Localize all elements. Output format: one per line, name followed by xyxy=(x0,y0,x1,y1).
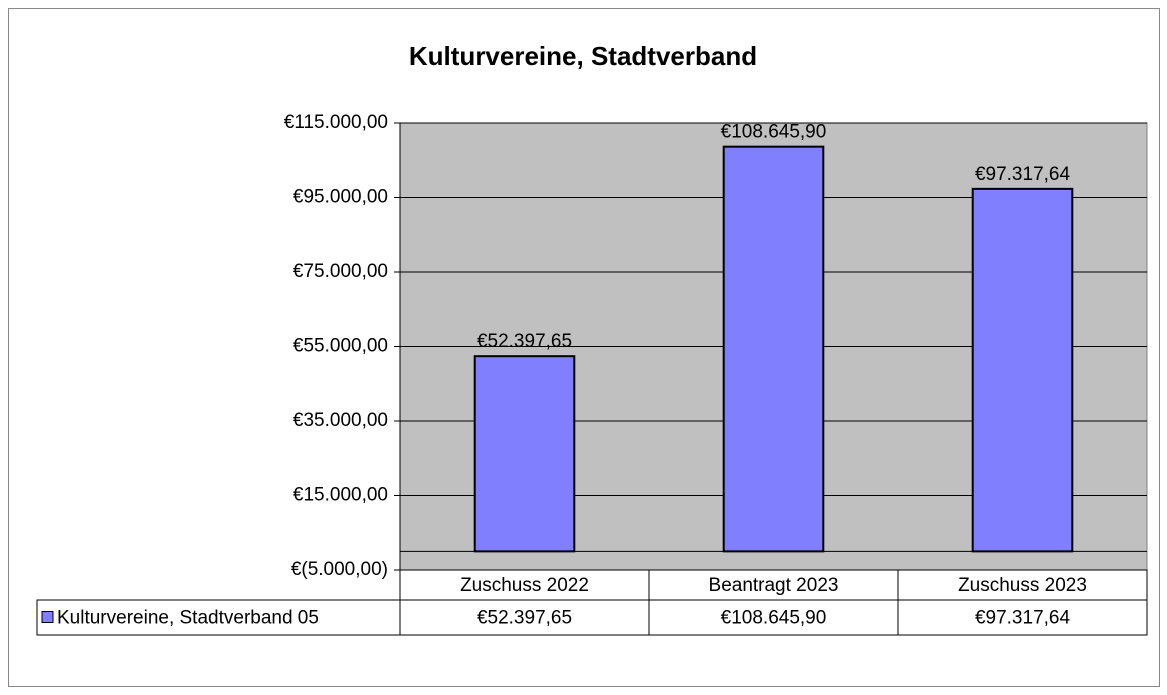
y-tick-label: €55.000,00 xyxy=(293,336,388,357)
x-tick-label: Zuschuss 2022 xyxy=(460,575,589,596)
y-tick-label: €(5.000,00) xyxy=(291,559,388,580)
y-tick-label: €35.000,00 xyxy=(293,410,388,431)
data-label: €108.645,90 xyxy=(721,122,827,143)
data-label: €97.317,64 xyxy=(975,164,1071,185)
bar xyxy=(473,355,576,553)
table-value: €108.645,90 xyxy=(721,608,827,629)
data-label: €52.397,65 xyxy=(477,331,572,352)
legend-key xyxy=(41,611,54,623)
x-tick-label: Beantragt 2023 xyxy=(709,575,839,596)
y-tick-label: €15.000,00 xyxy=(293,485,388,506)
legend-label: Kulturvereine, Stadtverband 05 xyxy=(57,608,319,629)
chart-title: Kulturvereine, Stadtverband xyxy=(409,41,757,71)
y-tick-label: €95.000,00 xyxy=(293,187,388,208)
bar xyxy=(722,145,825,553)
table-cell xyxy=(897,599,1148,636)
x-tick-label: Zuschuss 2023 xyxy=(958,575,1087,596)
table-value: €52.397,65 xyxy=(477,608,572,629)
bar xyxy=(971,187,1074,553)
y-tick-label: €75.000,00 xyxy=(293,261,388,282)
table-value: €97.317,64 xyxy=(975,608,1071,629)
y-tick-label: €115.000,00 xyxy=(284,112,388,133)
